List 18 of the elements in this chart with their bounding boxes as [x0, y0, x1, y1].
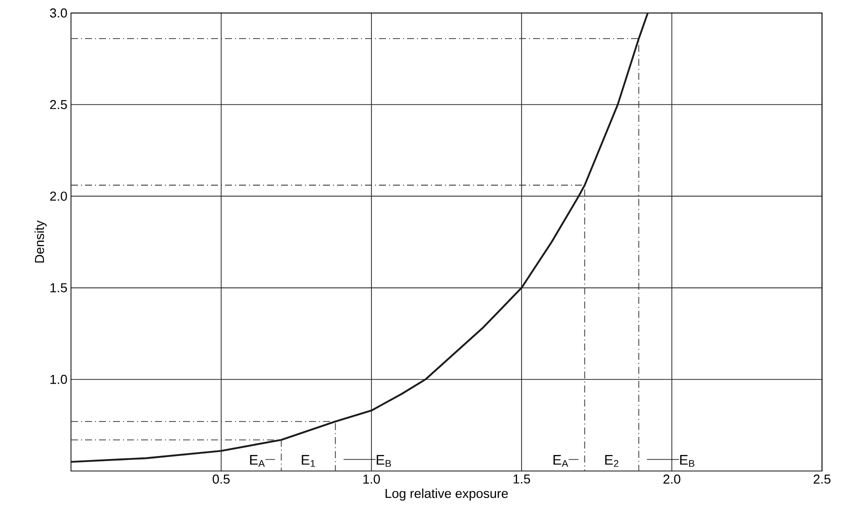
y-tick-label: 3.0 [50, 8, 67, 18]
x-tick-label: 0.5 [212, 474, 230, 484]
x-axis-title: Log relative exposure [386, 488, 508, 501]
y-tick-label: 2.5 [50, 100, 67, 110]
y-tick-label: 2.0 [50, 192, 67, 201]
y-tick-label: 1.5 [50, 283, 67, 292]
annotation: E$_{2}$ [605, 455, 618, 467]
annotation: E$_{B}$ [376, 455, 391, 467]
y-tick-label: 1.0 [50, 374, 67, 384]
y-axis-title: Density [34, 220, 47, 263]
annotation: E$_{A}$ [250, 455, 265, 467]
x-tick-label: 2.0 [663, 474, 680, 484]
annotation: E$_{B}$ [680, 455, 694, 467]
x-tick-label: 1.0 [363, 474, 380, 484]
annotation: E$_{A}$ [554, 455, 568, 467]
annotation: E$_{1}$ [302, 455, 315, 467]
x-tick-label: 1.5 [514, 474, 530, 484]
x-tick-label: 2.5 [814, 474, 830, 484]
